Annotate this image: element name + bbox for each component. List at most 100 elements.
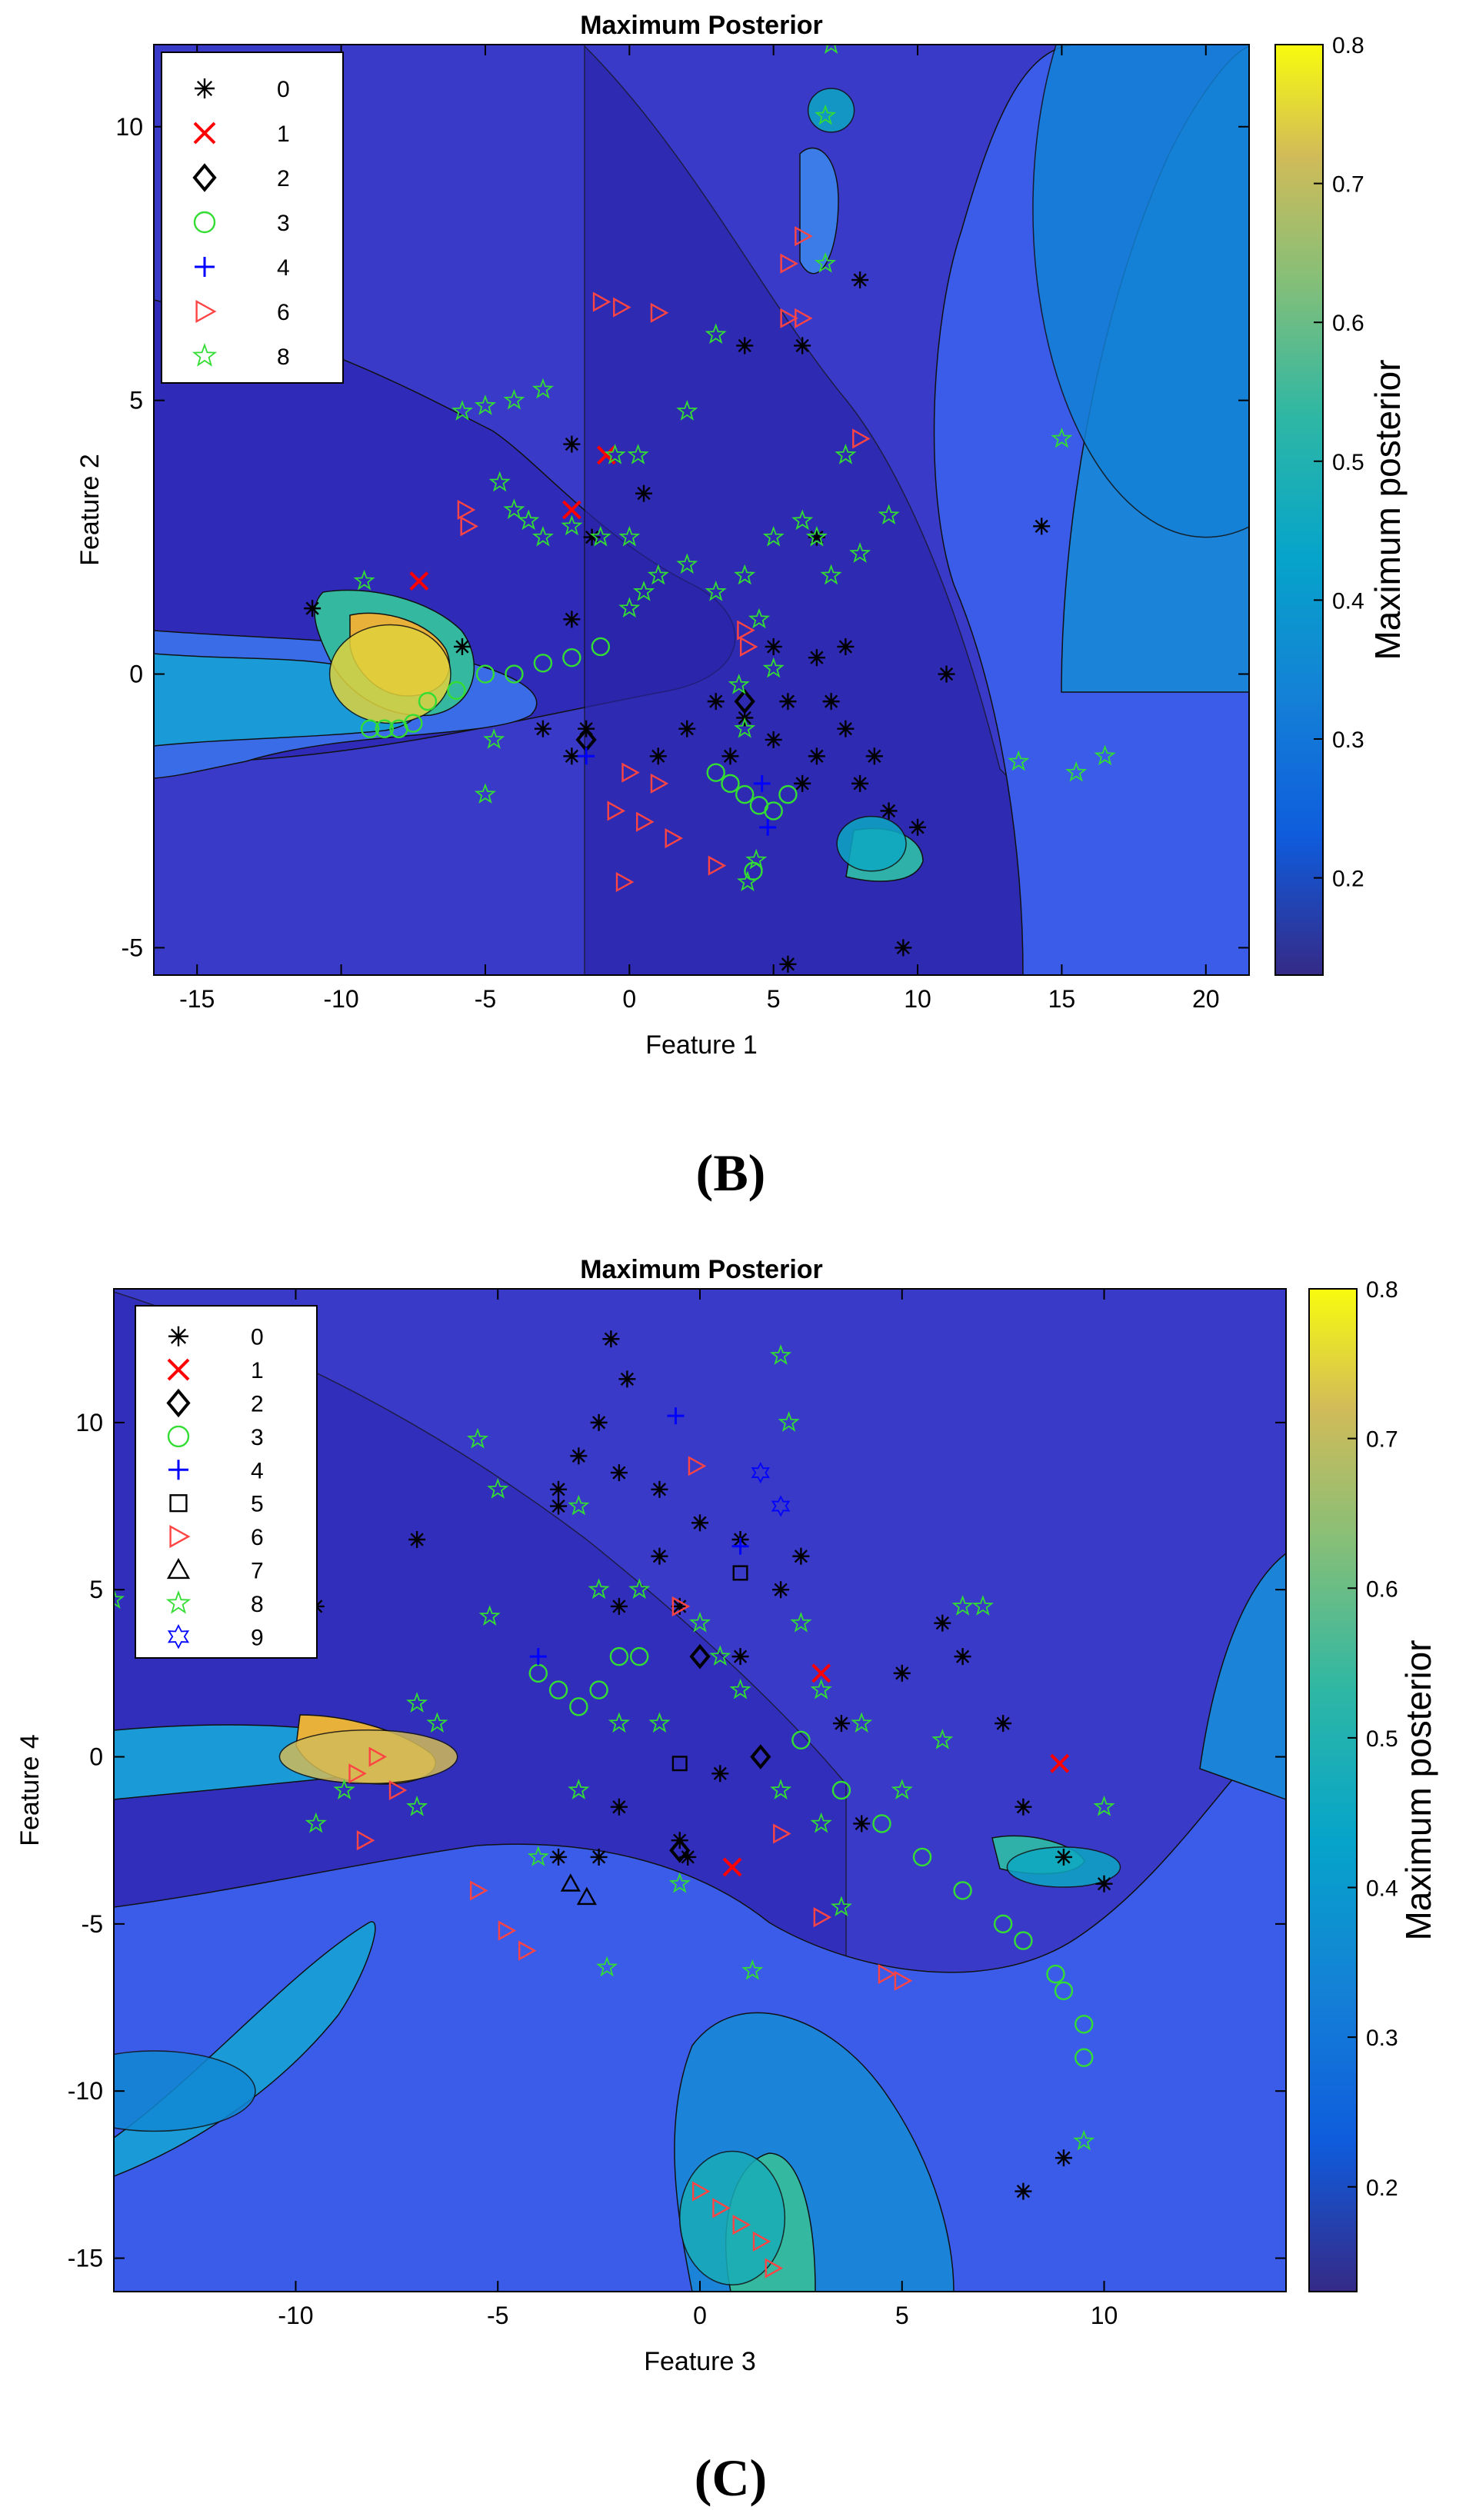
- data-point: [765, 2258, 784, 2279]
- colorbar-gradient: [1274, 44, 1324, 976]
- data-point: [824, 45, 838, 54]
- legend-marker: [167, 1425, 190, 1448]
- legend-label: 2: [251, 1392, 264, 1417]
- contour-peak: [1032, 45, 1249, 538]
- data-point: [771, 1495, 791, 1517]
- data-point: [739, 636, 758, 657]
- data-point: [1033, 518, 1051, 535]
- legend-label: 5: [251, 1492, 264, 1517]
- legend-marker: [167, 1624, 190, 1649]
- contour-peak: [836, 815, 907, 872]
- data-point: [1015, 1798, 1032, 1816]
- data-point: [610, 1597, 628, 1615]
- data-point: [772, 1581, 790, 1599]
- chart-c-ylabel: Feature 4: [15, 1734, 45, 1846]
- data-point: [792, 1547, 810, 1565]
- data-point: [563, 747, 581, 765]
- data-point: [1008, 750, 1030, 771]
- data-point: [668, 1872, 691, 1893]
- data-point: [735, 784, 755, 804]
- chart-c-contour-region: [114, 1722, 1286, 2292]
- legend-marker: [193, 211, 216, 234]
- data-point: [613, 297, 631, 318]
- x-tick-label: 0: [693, 2302, 707, 2329]
- data-point: [1073, 2129, 1095, 2151]
- data-point: [635, 484, 653, 502]
- data-point: [931, 1729, 954, 1749]
- data-point: [894, 1970, 913, 1991]
- data-point: [1065, 761, 1088, 782]
- legend-entry: 8: [165, 1590, 264, 1617]
- x-tick-label: 0: [622, 985, 636, 1013]
- contour-peak: [1006, 1846, 1121, 1888]
- data-point: [734, 564, 756, 585]
- data-point: [778, 784, 798, 804]
- data-point: [426, 1712, 448, 1733]
- legend-entry: 2: [192, 163, 290, 192]
- data-point: [1054, 1981, 1074, 2001]
- y-tick-label: 10: [115, 113, 143, 141]
- data-point: [356, 1830, 375, 1851]
- legend-entry: 1: [167, 1358, 264, 1383]
- x-tick-label: 10: [904, 985, 931, 1013]
- data-point: [676, 400, 698, 421]
- data-point: [418, 691, 438, 711]
- data-point: [691, 1514, 708, 1532]
- data-point: [671, 1596, 691, 1616]
- chart-c-title: Maximum Posterior: [580, 1255, 823, 1284]
- chart-b-contour-region: [799, 147, 839, 275]
- data-point: [478, 1605, 501, 1626]
- data-point: [912, 1847, 932, 1867]
- data-point: [498, 1920, 517, 1941]
- data-point: [878, 1964, 897, 1985]
- legend-marker: [168, 1460, 188, 1480]
- contour-peak: [278, 1729, 458, 1785]
- legend-label: 0: [251, 1325, 264, 1350]
- data-point: [891, 1779, 913, 1799]
- data-point: [561, 500, 581, 520]
- data-point: [563, 435, 581, 453]
- x-tick-label: -10: [323, 985, 358, 1013]
- data-point: [795, 226, 813, 247]
- legend-marker: [195, 257, 215, 277]
- data-point: [636, 811, 655, 832]
- data-point: [752, 2231, 771, 2252]
- chart-b-xlabel: Feature 1: [645, 1030, 758, 1060]
- data-point: [1051, 427, 1073, 448]
- data-point: [736, 337, 754, 355]
- data-point: [815, 251, 837, 273]
- data-point: [453, 637, 471, 655]
- data-point: [765, 731, 782, 748]
- data-point: [853, 1815, 871, 1833]
- legend-entry: 0: [168, 1325, 264, 1350]
- data-point: [451, 400, 474, 421]
- data-point: [469, 1880, 488, 1901]
- data-point: [993, 1914, 1013, 1934]
- colorbar-tick-label: 0.5: [1366, 1726, 1398, 1752]
- data-point: [568, 1494, 590, 1516]
- data-point: [618, 597, 641, 618]
- panel-label-c: (C): [695, 2448, 767, 2507]
- data-point: [822, 693, 840, 711]
- data-point: [811, 1663, 831, 1683]
- legend-entry: 9: [167, 1624, 264, 1650]
- data-point: [795, 308, 813, 328]
- x-tick-label: -15: [179, 985, 215, 1013]
- data-point: [388, 1779, 408, 1801]
- data-point: [732, 1565, 748, 1581]
- data-point: [780, 308, 798, 328]
- data-point: [851, 774, 869, 792]
- data-point: [627, 444, 649, 464]
- data-point: [651, 1480, 668, 1498]
- data-point: [1050, 1753, 1070, 1773]
- data-point: [810, 1812, 832, 1833]
- colorbar-label: Maximum posterior: [1368, 359, 1408, 660]
- data-point: [728, 674, 750, 694]
- y-tick-label: -10: [68, 2077, 103, 2105]
- data-point: [488, 471, 511, 492]
- data-point: [650, 302, 669, 323]
- data-point: [550, 1848, 568, 1866]
- data-point: [773, 1823, 791, 1844]
- data-point: [791, 509, 814, 531]
